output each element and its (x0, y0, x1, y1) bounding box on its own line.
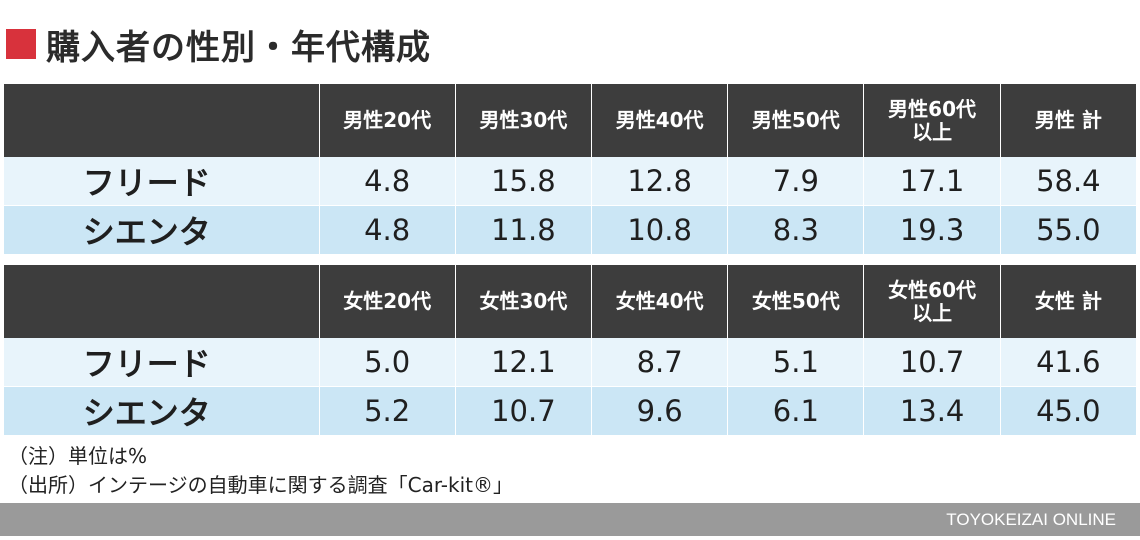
row-label-freed: フリード (4, 338, 319, 386)
table-cell: 6.1 (727, 386, 864, 435)
header-female-40s: 女性40代 (591, 265, 728, 338)
table-cell: 17.1 (863, 157, 1000, 205)
table-cell: 58.4 (999, 157, 1136, 205)
table-cell: 8.3 (727, 205, 864, 254)
table-cell: 45.0 (999, 386, 1136, 435)
male-table: 男性20代 男性30代 男性40代 男性50代 男性60代 以上 男性 計 フリ… (4, 84, 1136, 254)
table-cell: 12.1 (454, 338, 592, 386)
table-cell: 10.7 (863, 338, 1000, 386)
female-table: 女性20代 女性30代 女性40代 女性50代 女性60代 以上 女性 計 フリ… (4, 265, 1136, 435)
header-male-total: 男性 計 (999, 84, 1136, 157)
header-male-50s: 男性50代 (727, 84, 864, 157)
header-female-50s: 女性50代 (727, 265, 864, 338)
header-female-30s: 女性30代 (454, 265, 592, 338)
table-cell: 11.8 (454, 205, 592, 254)
row-label-sienta: シエンタ (4, 205, 319, 254)
header-female-20s: 女性20代 (318, 265, 455, 338)
header-blank (4, 84, 319, 157)
table-cell: 4.8 (318, 205, 455, 254)
table-cell: 41.6 (999, 338, 1136, 386)
male-header-row: 男性20代 男性30代 男性40代 男性50代 男性60代 以上 男性 計 (4, 84, 1136, 157)
table-cell: 10.8 (591, 205, 728, 254)
header-male-30s: 男性30代 (454, 84, 592, 157)
row-label-sienta: シエンタ (4, 386, 319, 435)
header-male-20s: 男性20代 (318, 84, 455, 157)
page-title: 購入者の性別・年代構成 (46, 27, 431, 68)
table-cell: 7.9 (727, 157, 864, 205)
table-cell: 19.3 (863, 205, 1000, 254)
header-male-60s-plus: 男性60代 以上 (863, 84, 1000, 157)
table-row: フリード 4.8 15.8 12.8 7.9 17.1 58.4 (4, 157, 1136, 205)
table-cell: 4.8 (318, 157, 455, 205)
table-cell: 5.1 (727, 338, 864, 386)
table-cell: 12.8 (591, 157, 728, 205)
table-row: シエンタ 4.8 11.8 10.8 8.3 19.3 55.0 (4, 205, 1136, 254)
header-blank (4, 265, 319, 338)
table-cell: 5.0 (318, 338, 455, 386)
table-cell: 13.4 (863, 386, 1000, 435)
table-cell: 55.0 (999, 205, 1136, 254)
unit-note: （注）単位は% (8, 444, 148, 468)
title-square-icon (6, 29, 36, 59)
female-header-row: 女性20代 女性30代 女性40代 女性50代 女性60代 以上 女性 計 (4, 265, 1136, 338)
header-female-60s-plus: 女性60代 以上 (863, 265, 1000, 338)
source-note: （出所）インテージの自動車に関する調査「Car-kit®」 (8, 473, 513, 497)
table-cell: 9.6 (591, 386, 728, 435)
footer-bar: TOYOKEIZAI ONLINE (0, 503, 1140, 536)
publisher-credit: TOYOKEIZAI ONLINE (946, 510, 1116, 529)
header-female-total: 女性 計 (999, 265, 1136, 338)
table-cell: 15.8 (454, 157, 592, 205)
table-row: フリード 5.0 12.1 8.7 5.1 10.7 41.6 (4, 338, 1136, 386)
table-cell: 8.7 (591, 338, 728, 386)
title-bar: 購入者の性別・年代構成 (6, 22, 431, 68)
row-label-freed: フリード (4, 157, 319, 205)
table-cell: 5.2 (318, 386, 455, 435)
table-cell: 10.7 (454, 386, 592, 435)
table-row: シエンタ 5.2 10.7 9.6 6.1 13.4 45.0 (4, 386, 1136, 435)
header-male-40s: 男性40代 (591, 84, 728, 157)
